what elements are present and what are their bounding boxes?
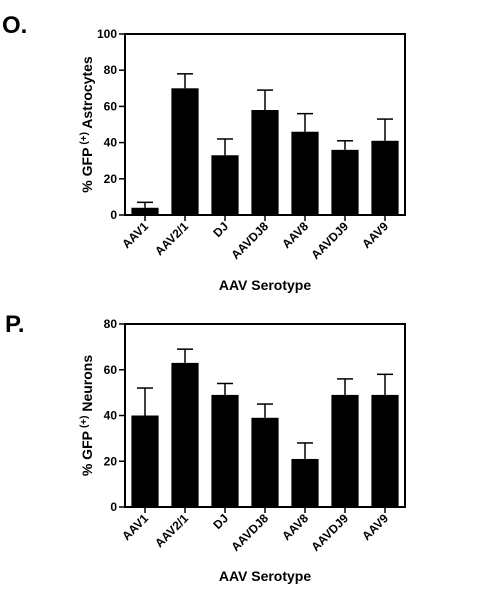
- bar-dj: [211, 155, 239, 215]
- bar-aav1: [131, 415, 159, 507]
- x-tick-label: AAV8: [279, 511, 311, 543]
- bar-aav8: [291, 131, 319, 215]
- y-tick-label: 60: [104, 99, 118, 113]
- y-tick-label: 40: [104, 136, 118, 150]
- y-axis-title-sup: (+): [79, 132, 90, 145]
- y-tick-label: 80: [104, 63, 118, 77]
- y-tick-label: 40: [104, 409, 118, 423]
- bar-dj: [211, 394, 239, 507]
- bar-aav9: [371, 394, 399, 507]
- bar-aavdj8: [251, 110, 279, 215]
- y-tick-label: 0: [110, 208, 117, 222]
- bar-aavdj9: [331, 149, 359, 215]
- y-tick-label: 0: [110, 500, 117, 514]
- x-tick-label: AAVDJ8: [228, 511, 271, 554]
- bar-aav9: [371, 140, 399, 215]
- x-tick-label: AAV1: [119, 511, 151, 543]
- bar-aav8: [291, 458, 319, 507]
- panel-label: P.: [5, 311, 25, 338]
- x-tick-label: AAVDJ9: [308, 219, 351, 262]
- y-axis-title-pre: % GFP: [79, 431, 95, 476]
- y-tick-label: 100: [97, 27, 117, 41]
- y-axis-title: % GFP (+) Neurons: [79, 355, 95, 477]
- x-tick-label: AAV9: [359, 511, 391, 543]
- y-tick-label: 60: [104, 363, 118, 377]
- x-tick-label: AAV8: [279, 219, 311, 251]
- x-tick-label: AAVDJ8: [228, 219, 271, 262]
- x-axis-title: AAV Serotype: [219, 568, 312, 584]
- y-axis-title-pre: % GFP: [79, 148, 95, 193]
- y-axis-title-post: Neurons: [79, 355, 95, 416]
- bar-aav2-1: [171, 362, 199, 507]
- bar-aav1: [131, 207, 159, 215]
- bar-aavdj9: [331, 394, 359, 507]
- x-tick-label: AAVDJ9: [308, 511, 351, 554]
- y-tick-label: 20: [104, 454, 118, 468]
- x-tick-label: DJ: [210, 219, 231, 240]
- x-tick-label: DJ: [210, 511, 231, 532]
- x-axis-title: AAV Serotype: [219, 277, 312, 293]
- y-axis-title: % GFP (+) Astrocytes: [79, 56, 95, 193]
- y-axis-title-sup: (+): [79, 416, 90, 429]
- x-tick-label: AAV2/1: [152, 511, 191, 550]
- bar-aavdj8: [251, 417, 279, 507]
- y-axis-title-post: Astrocytes: [79, 56, 95, 132]
- x-tick-label: AAV9: [359, 219, 391, 251]
- bar-aav2-1: [171, 88, 199, 215]
- x-tick-label: AAV2/1: [152, 219, 191, 258]
- x-tick-label: AAV1: [119, 219, 151, 251]
- y-tick-label: 80: [104, 317, 118, 331]
- y-tick-label: 20: [104, 172, 118, 186]
- panel-label: O.: [2, 12, 27, 39]
